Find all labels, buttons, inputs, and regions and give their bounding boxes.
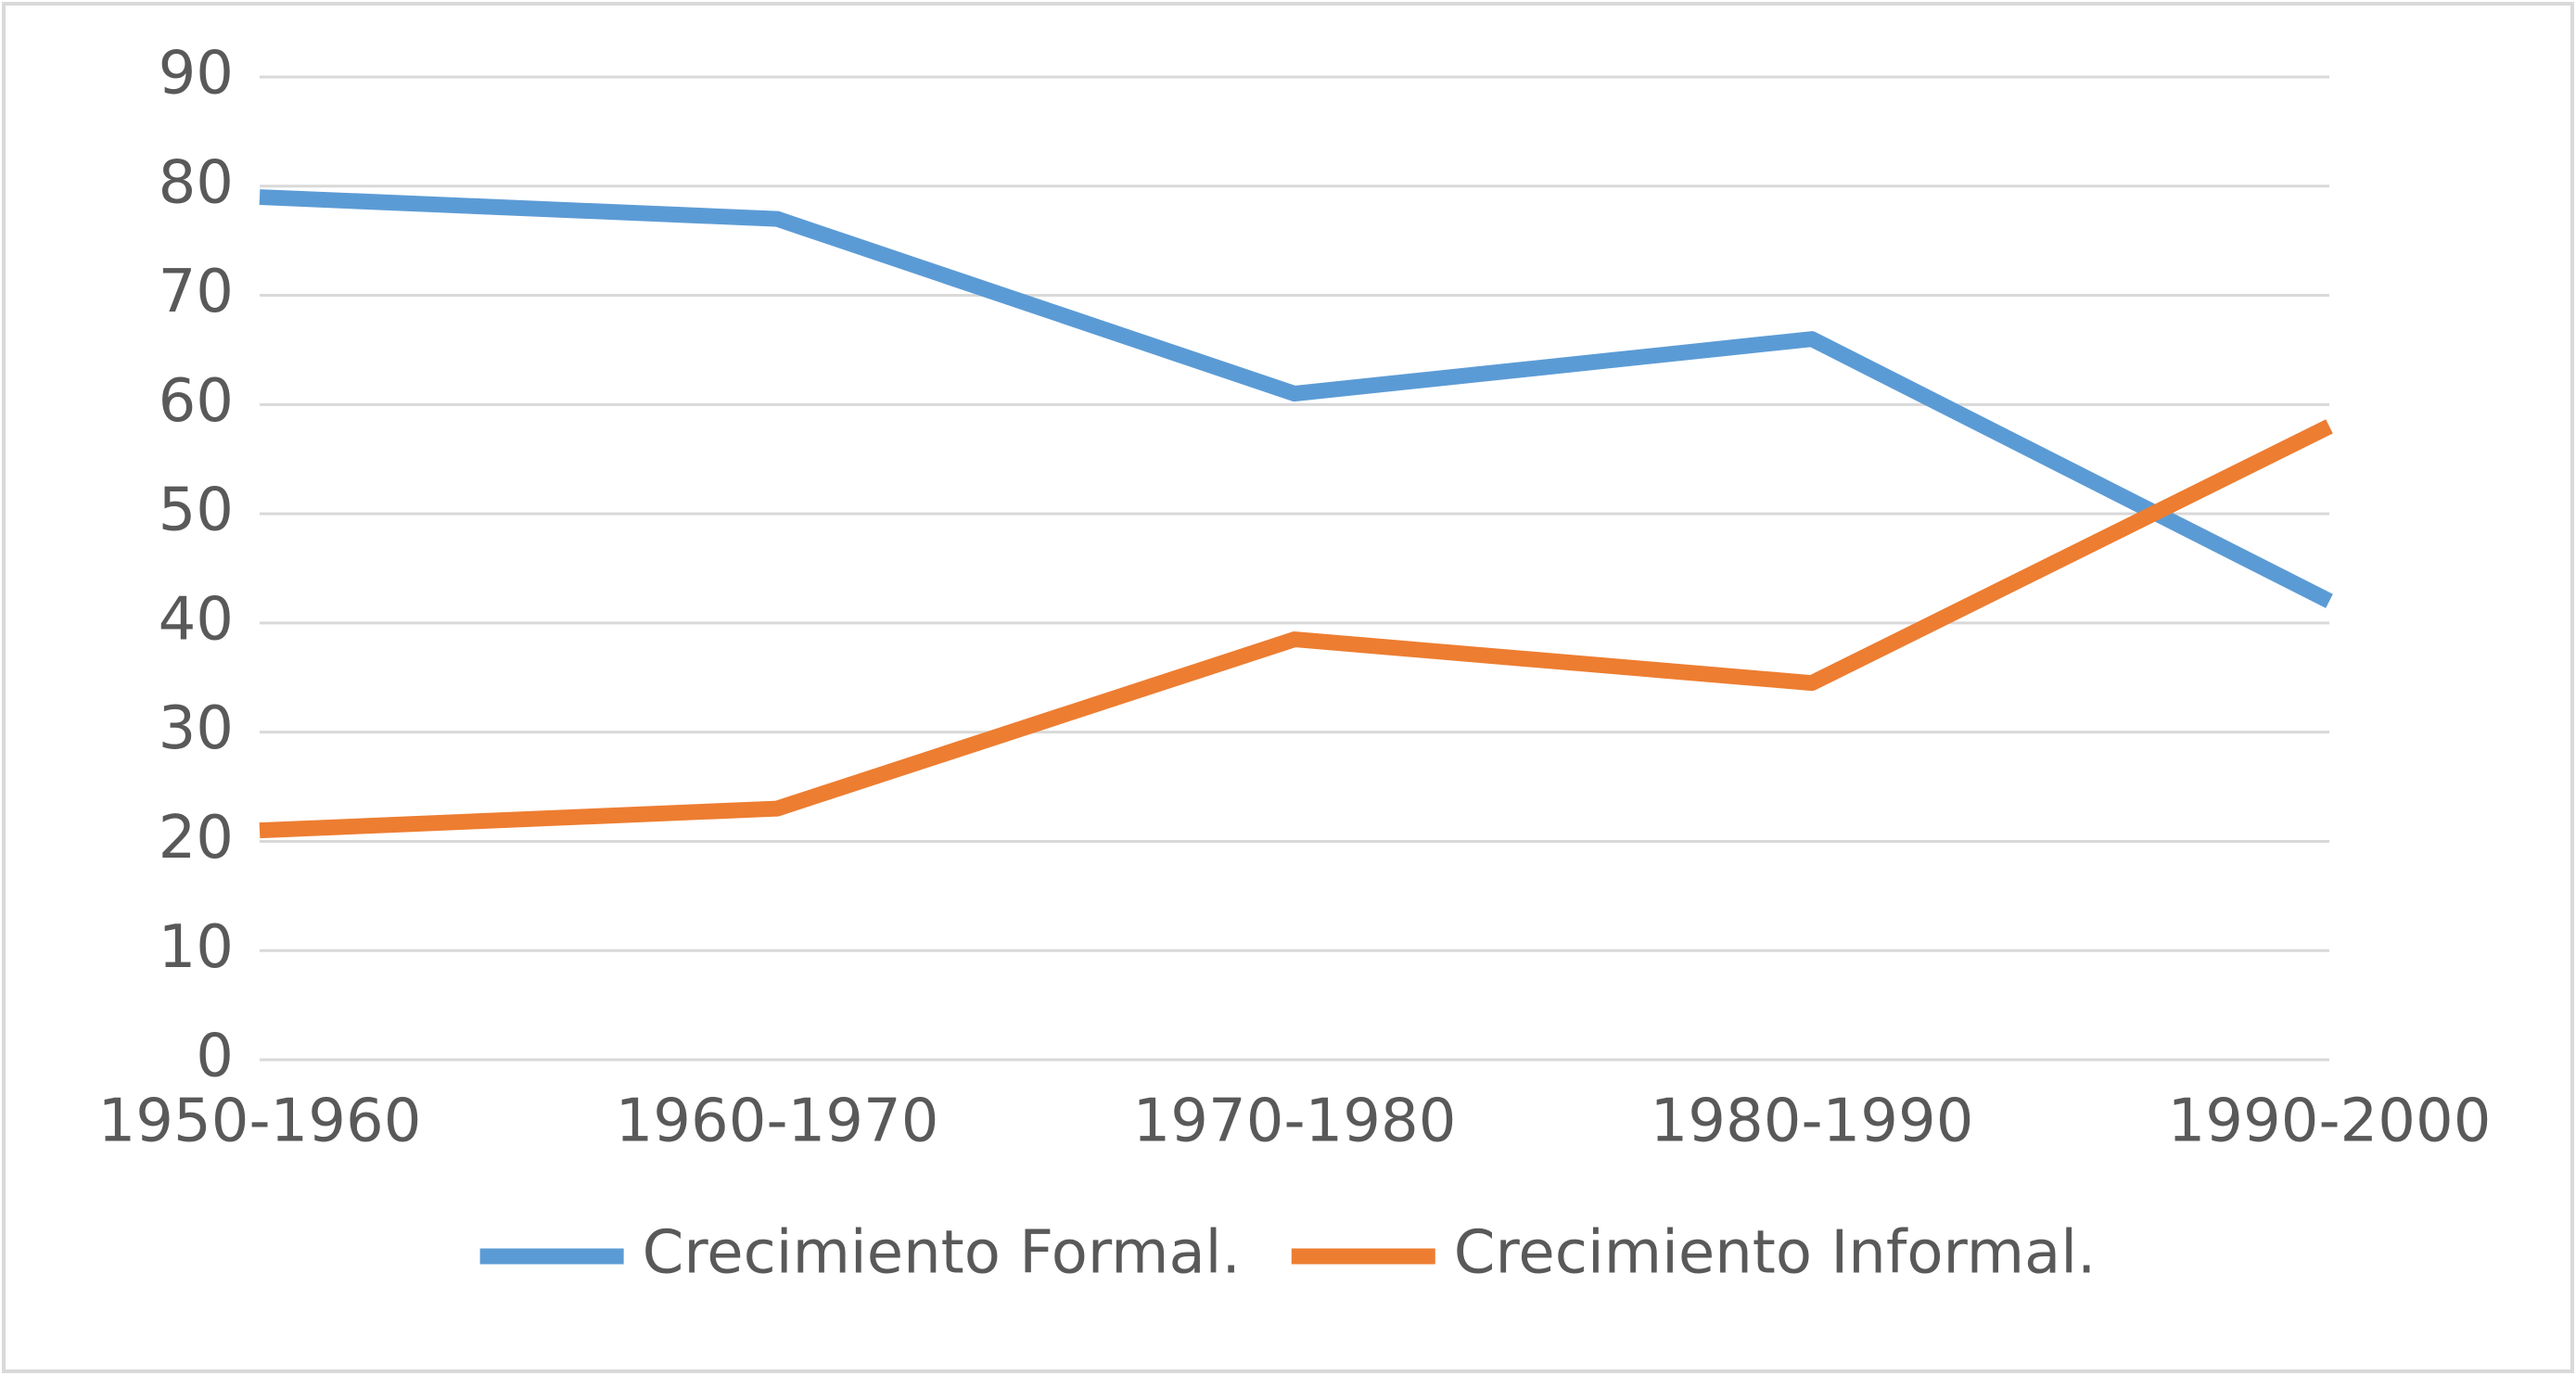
y-tick-label: 30 xyxy=(159,694,234,763)
y-tick-label: 50 xyxy=(159,477,234,545)
series-line xyxy=(259,419,2333,839)
y-tick-label: 10 xyxy=(159,913,234,982)
y-tick-label: 20 xyxy=(159,804,234,872)
y-tick-label: 60 xyxy=(159,367,234,436)
y-tick-label: 70 xyxy=(159,258,234,326)
x-tick-label: 1950-1960 xyxy=(98,1088,422,1156)
y-tick-label: 90 xyxy=(159,40,234,108)
y-tick-label: 80 xyxy=(159,148,234,217)
x-tick-label: 1970-1980 xyxy=(1133,1088,1457,1156)
y-tick-label: 40 xyxy=(159,585,234,654)
legend-label: Crecimiento Formal. xyxy=(643,1219,1241,1288)
x-tick-label: 1990-2000 xyxy=(2168,1088,2492,1156)
series-line xyxy=(259,189,2333,608)
y-tick-label: 0 xyxy=(196,1023,234,1091)
x-tick-label: 1980-1990 xyxy=(1651,1088,1974,1156)
legend-label: Crecimiento Informal. xyxy=(1454,1219,2097,1288)
x-tick-label: 1960-1970 xyxy=(616,1088,939,1156)
